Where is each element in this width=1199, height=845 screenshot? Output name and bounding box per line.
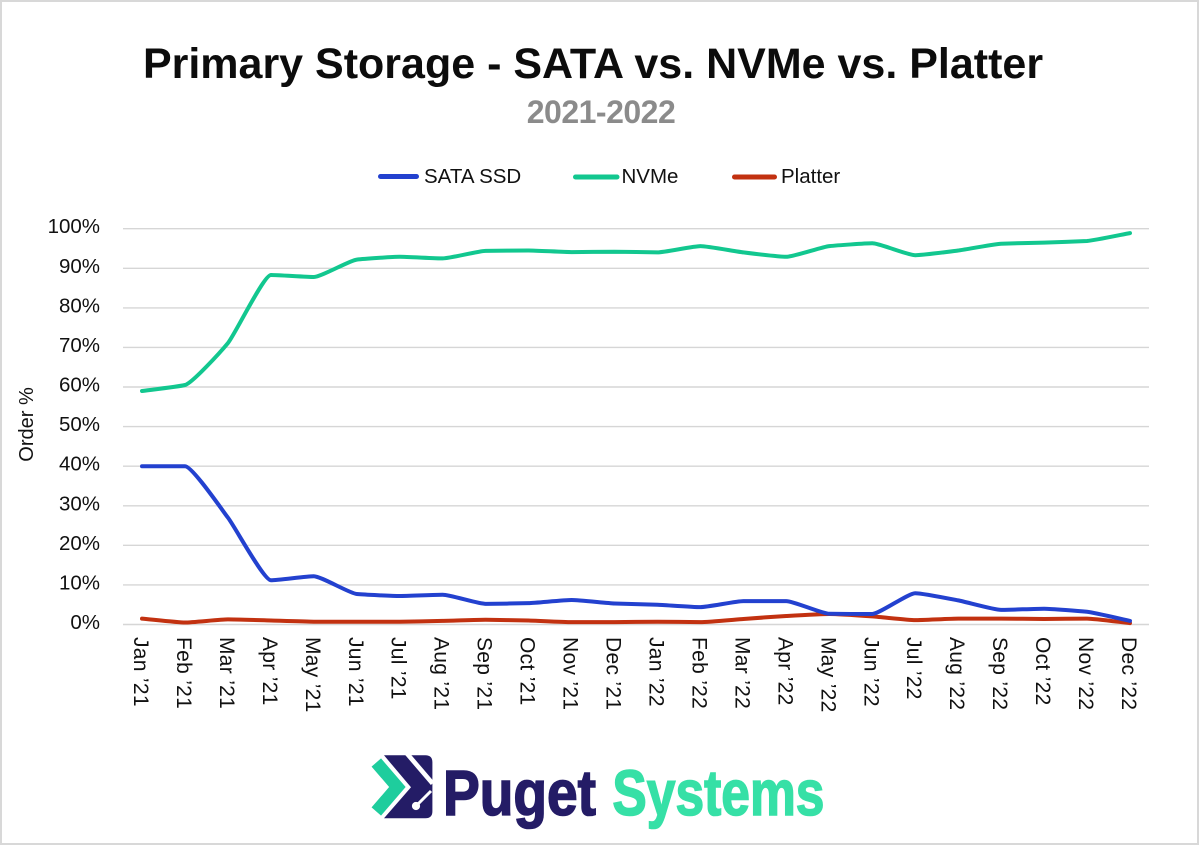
svg-text:Jan ’22: Jan ’22 <box>645 637 668 707</box>
svg-text:Jan ’21: Jan ’21 <box>129 637 152 707</box>
svg-text:Order %: Order % <box>16 387 38 462</box>
svg-text:Platter: Platter <box>781 165 840 188</box>
svg-text:Jun ’22: Jun ’22 <box>859 637 882 707</box>
svg-text:10%: 10% <box>59 571 100 594</box>
svg-text:Puget: Puget <box>443 757 596 829</box>
svg-text:Dec ’21: Dec ’21 <box>602 637 625 710</box>
svg-text:Mar ’21: Mar ’21 <box>215 637 238 709</box>
svg-text:0%: 0% <box>70 611 100 634</box>
svg-text:Nov ’21: Nov ’21 <box>559 637 582 710</box>
svg-text:NVMe: NVMe <box>622 165 679 188</box>
svg-text:Primary Storage - SATA vs. NVM: Primary Storage - SATA vs. NVMe vs. Plat… <box>143 40 1043 88</box>
svg-text:Dec ’22: Dec ’22 <box>1117 637 1140 710</box>
svg-text:Sep ’22: Sep ’22 <box>988 637 1011 710</box>
svg-text:50%: 50% <box>59 413 100 436</box>
svg-text:Systems: Systems <box>612 758 824 830</box>
svg-text:Apr ’21: Apr ’21 <box>258 637 281 706</box>
svg-text:Jul ’21: Jul ’21 <box>387 637 410 700</box>
svg-text:May ’22: May ’22 <box>816 637 839 713</box>
svg-text:2021-2022: 2021-2022 <box>527 94 676 130</box>
svg-text:Apr ’22: Apr ’22 <box>773 637 796 706</box>
svg-text:Feb ’22: Feb ’22 <box>687 637 710 709</box>
svg-text:Jul ’22: Jul ’22 <box>902 637 925 700</box>
svg-text:Jun ’21: Jun ’21 <box>344 637 367 707</box>
svg-text:Aug ’22: Aug ’22 <box>945 637 968 710</box>
svg-text:60%: 60% <box>59 374 100 397</box>
svg-text:90%: 90% <box>59 255 100 278</box>
svg-text:SATA SSD: SATA SSD <box>424 165 521 188</box>
svg-text:Feb ’21: Feb ’21 <box>172 637 195 709</box>
svg-text:40%: 40% <box>59 453 100 476</box>
svg-text:Aug ’21: Aug ’21 <box>430 637 453 710</box>
svg-text:Nov ’22: Nov ’22 <box>1074 637 1097 710</box>
svg-text:30%: 30% <box>59 492 100 515</box>
svg-text:Oct ’21: Oct ’21 <box>516 637 539 706</box>
svg-text:Oct ’22: Oct ’22 <box>1031 637 1054 706</box>
svg-text:100%: 100% <box>48 215 100 238</box>
svg-text:20%: 20% <box>59 532 100 555</box>
svg-text:Mar ’22: Mar ’22 <box>730 637 753 709</box>
svg-text:May ’21: May ’21 <box>301 637 324 713</box>
svg-text:70%: 70% <box>59 334 100 357</box>
svg-text:Sep ’21: Sep ’21 <box>473 637 496 710</box>
svg-text:80%: 80% <box>59 294 100 317</box>
